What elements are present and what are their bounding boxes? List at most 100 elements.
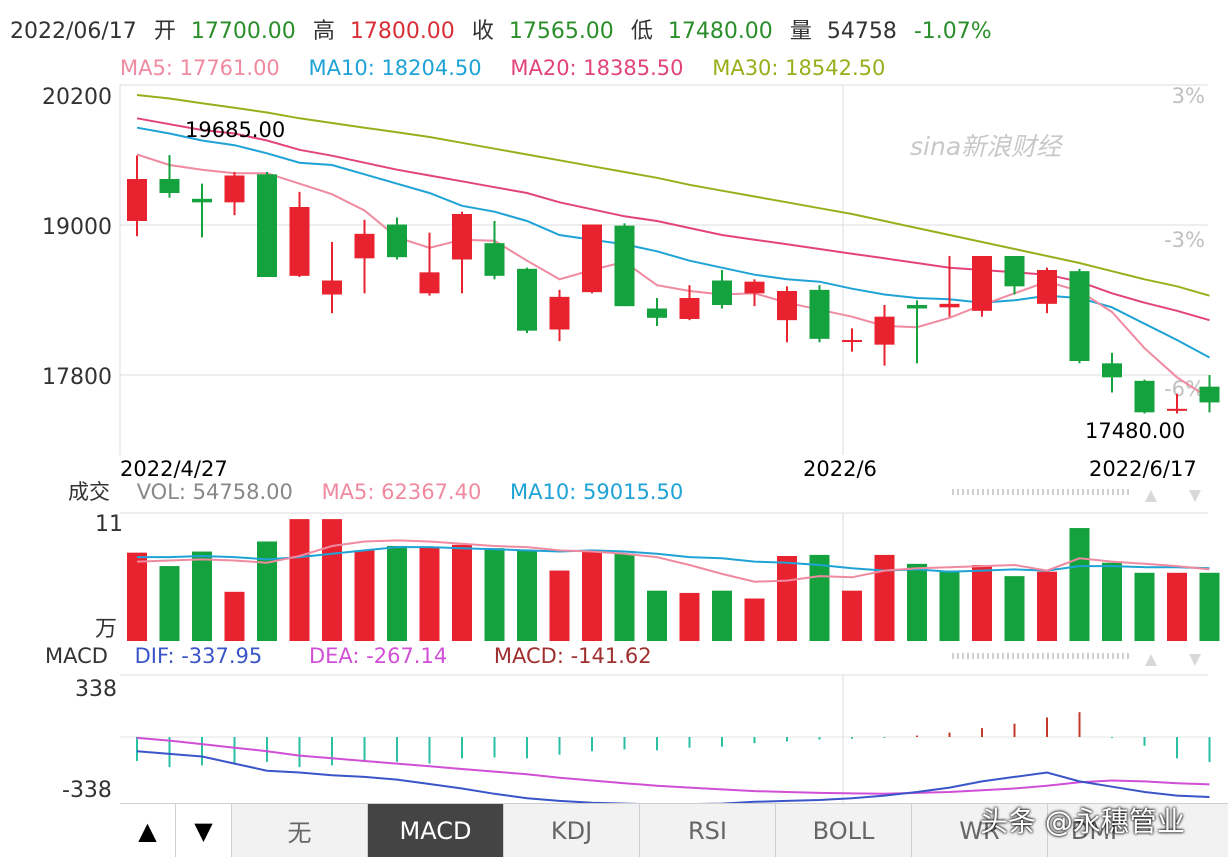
price-tick-bottom: 17800 [42,365,112,390]
volume-ma5-line [136,539,1210,583]
dif-line [136,750,1210,806]
volume-bar [874,554,895,641]
macd-legend-dif: DIF: -337.95 [135,644,263,668]
candle-body [192,198,212,203]
macd-panel-controls[interactable] [952,653,1201,666]
volume-bar [419,547,440,641]
candle-body [1167,408,1187,411]
macd-tick-top: 338 [75,677,117,702]
tab-dmi[interactable]: DMI [1070,816,1118,845]
candle-body [387,224,407,258]
volume-bar [842,590,862,641]
volume-bar [127,552,147,641]
volume-bar [712,590,732,641]
candle-body [452,214,472,260]
candle-body [582,224,602,293]
vol-legend-vol: VOL: 54758.00 [137,480,293,504]
candle-body [322,280,342,295]
volume-bar [907,563,927,641]
dea-line [136,736,1210,795]
candle-body [159,179,180,193]
volume-bar [1069,528,1090,641]
macd-legend-dea: DEA: -267.14 [309,644,447,668]
header-close-label: 收 [472,19,494,44]
ma-lines [136,94,1211,400]
candle-body [679,298,700,319]
volume-bars [127,519,1220,641]
vol-panel-controls[interactable] [952,489,1201,502]
svg-text:MACD DIF: -337.95 DEA:: MACD DIF: -337.95 DEA: -267.14 MACD: -14… [45,644,652,668]
volume-bar [387,545,407,641]
volume-bar [1102,562,1122,641]
volume-bar [517,550,537,641]
candle-body [809,289,830,339]
ma30-line [136,94,1210,297]
candle-body [484,243,505,276]
header-low-label: 低 [631,19,653,44]
vol-title: 成交 [68,480,110,504]
candle-body [1134,380,1155,413]
svg-text:MA5: 17761.00 MA10: 18204.: MA5: 17761.00 MA10: 18204.50 MA20: 18385… [120,56,885,80]
x-label-start: 2022/4/27 [120,457,228,481]
header-open-value: 17700.00 [191,19,296,44]
volume-bar [614,553,635,641]
header-date: 2022/06/17 [10,19,137,44]
header-open-label: 开 [154,19,176,44]
up-arrow-button[interactable]: ▲ [120,804,176,857]
header-vol-value: 54758 [827,19,897,44]
ma20-line [136,117,1210,322]
candlesticks [127,155,1220,414]
volume-bar [777,556,797,641]
ma10-line [136,126,1210,359]
candle-body [289,207,310,276]
legend-ma5: MA5: 17761.00 [120,56,280,80]
macd-scroll-up-icon[interactable] [1145,654,1157,666]
candle-body [647,308,667,318]
volume-bar [1037,571,1057,641]
vol-scroll-down-icon[interactable] [1189,490,1201,502]
header-high-label: 高 [313,19,335,44]
volume-bar [452,544,472,641]
header-high-value: 17800.00 [350,19,455,44]
vol-legend-ma10: MA10: 59015.50 [510,480,683,504]
volume-ma-lines [136,539,1210,583]
candle-body [257,174,277,277]
candle-body [517,268,537,331]
candle-body [874,316,895,345]
macd-title: MACD [45,644,108,668]
candle-body [614,225,635,307]
macd-scroll-down-icon[interactable] [1189,654,1201,666]
tab-wr[interactable]: WR [912,804,1048,857]
legend-ma10: MA10: 18204.50 [308,56,481,80]
candle-body [907,305,927,309]
volume-bar [354,550,375,641]
svg-text:2022/06/17 开 17700.00: 2022/06/17 开 17700.00 高 17800.00 收 17565… [10,19,992,44]
volume-bar [809,554,830,641]
candle-body [224,175,245,203]
tab-rsi[interactable]: RSI [640,804,776,857]
candle-body [1004,256,1025,287]
tab-macd[interactable]: MACD [368,804,504,857]
price-tick-top: 20200 [42,85,112,110]
vol-tick-top: 11 [95,512,123,537]
volume-ma10-line [137,546,1210,573]
annotation-high: 19685.00 [185,118,285,142]
volume-bar [549,570,570,641]
tab-none[interactable]: 无 [232,804,368,857]
volume-bar [322,519,342,641]
down-arrow-button[interactable]: ▼ [176,804,232,857]
pct-tick-mid: -3% [1164,228,1205,252]
pct-tick-bottom: -6% [1164,377,1205,401]
legend-ma30: MA30: 18542.50 [712,56,885,80]
macd-tick-bottom: -338 [62,778,112,803]
vol-scroll-up-icon[interactable] [1145,490,1157,502]
tab-boll[interactable]: BOLL [776,804,912,857]
candle-body [972,256,992,311]
volume-bar [1134,572,1155,641]
candle-body [1102,363,1122,378]
tab-kdj[interactable]: KDJ [504,804,640,857]
volume-bar [289,519,310,641]
volume-bar [257,541,277,641]
header-close-value: 17565.00 [509,19,614,44]
